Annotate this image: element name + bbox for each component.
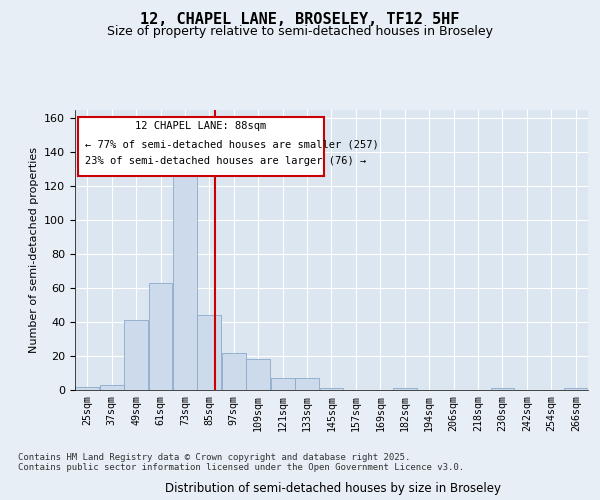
Text: Distribution of semi-detached houses by size in Broseley: Distribution of semi-detached houses by … [165,482,501,495]
Text: Contains HM Land Registry data © Crown copyright and database right 2025.: Contains HM Land Registry data © Crown c… [18,454,410,462]
Bar [295,378,319,390]
Bar [149,283,172,390]
Bar [76,386,99,390]
Bar [173,170,197,390]
Bar [222,352,245,390]
FancyBboxPatch shape [77,117,324,176]
Bar [100,385,124,390]
Y-axis label: Number of semi-detached properties: Number of semi-detached properties [29,147,38,353]
Text: 23% of semi-detached houses are larger (76) →: 23% of semi-detached houses are larger (… [85,156,367,166]
Bar [247,360,270,390]
Bar [491,388,514,390]
Bar [124,320,148,390]
Bar [197,316,221,390]
Text: Size of property relative to semi-detached houses in Broseley: Size of property relative to semi-detach… [107,25,493,38]
Bar [393,388,416,390]
Bar [320,388,343,390]
Text: Contains public sector information licensed under the Open Government Licence v3: Contains public sector information licen… [18,464,464,472]
Text: 12 CHAPEL LANE: 88sqm: 12 CHAPEL LANE: 88sqm [135,121,266,131]
Text: 12, CHAPEL LANE, BROSELEY, TF12 5HF: 12, CHAPEL LANE, BROSELEY, TF12 5HF [140,12,460,28]
Text: ← 77% of semi-detached houses are smaller (257): ← 77% of semi-detached houses are smalle… [85,140,379,149]
Bar [564,388,587,390]
Bar [271,378,295,390]
